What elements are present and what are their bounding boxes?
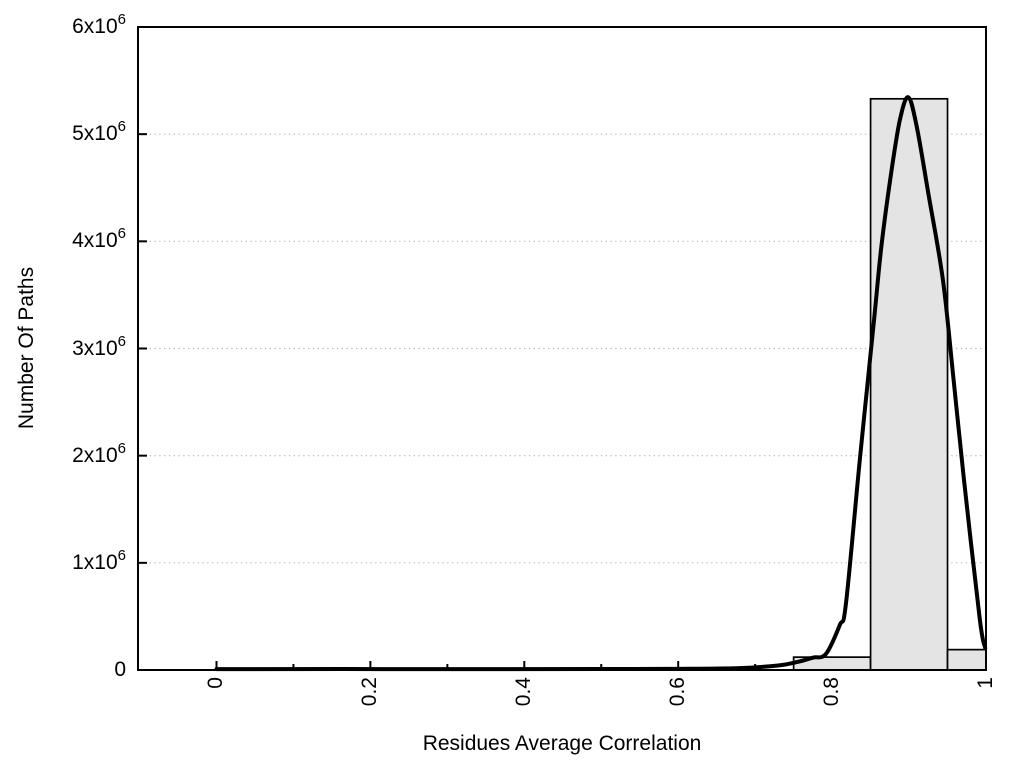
y-tick-label: 4x106 [14, 225, 126, 254]
y-tick-label-base: 5x10 [72, 122, 118, 146]
y-tick-label: 0 [14, 657, 126, 683]
y-tick-label: 2x106 [14, 439, 126, 469]
x-tick-label: 0.2 [358, 677, 382, 707]
y-tick-label-base: 1x10 [72, 550, 118, 574]
fit-curve [214, 95, 988, 672]
x-tick-label: 1 [974, 677, 997, 689]
y-tick-label-base: 4x10 [72, 229, 118, 253]
x-tick-label: 0.4 [512, 677, 536, 707]
y-tick-label-exponent: 6 [117, 225, 126, 243]
x-tick-label: 0.6 [666, 677, 690, 707]
x-tick-label: 0.8 [820, 677, 844, 707]
y-tick-label-exponent: 6 [117, 439, 126, 457]
y-tick-label-base: 2x10 [72, 443, 118, 467]
y-tick-label-base: 3x10 [72, 336, 118, 360]
histogram-bar [946, 648, 987, 671]
y-tick-label: 6x106 [14, 11, 126, 40]
y-tick-label: 1x106 [14, 546, 126, 576]
y-tick-label-exponent: 6 [117, 332, 126, 350]
y-tick-label-base: 0 [114, 658, 126, 681]
y-tick-label: 3x106 [14, 332, 126, 362]
y-axis-title: Number Of Paths [15, 266, 38, 430]
y-tick-label-base: 6x10 [72, 15, 118, 38]
x-axis-title: Residues Average Correlation [422, 732, 702, 755]
y-tick-label-exponent: 6 [117, 546, 126, 564]
x-tick-label: 0 [204, 677, 228, 689]
y-tick-label-exponent: 6 [117, 11, 126, 28]
y-tick-label: 5x106 [14, 118, 126, 147]
y-tick-label-exponent: 6 [117, 118, 126, 136]
histogram-bar [869, 97, 949, 671]
